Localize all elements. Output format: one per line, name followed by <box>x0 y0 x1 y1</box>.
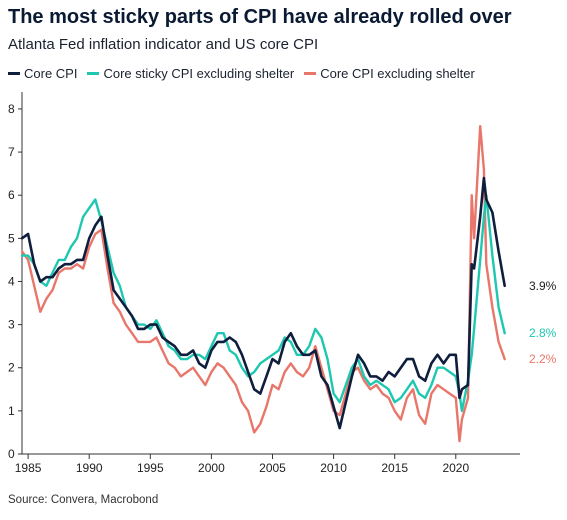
y-tick-label: 8 <box>8 102 15 116</box>
legend-item-core-ex-shelter: Core CPI excluding shelter <box>304 66 475 81</box>
legend-item-core-cpi: Core CPI <box>8 66 77 81</box>
x-tick-label: 2015 <box>381 461 408 475</box>
y-tick-label: 0 <box>8 447 15 461</box>
legend-label-core-ex-shelter: Core CPI excluding shelter <box>320 66 475 81</box>
source-note: Source: Convera, Macrobond <box>8 494 159 506</box>
y-tick-label: 3 <box>8 318 15 332</box>
y-tick-label: 7 <box>8 145 15 159</box>
x-tick-label: 1985 <box>15 461 42 475</box>
x-tick-label: 2000 <box>198 461 225 475</box>
x-tick-label: 2020 <box>442 461 469 475</box>
x-tick-label: 1990 <box>76 461 103 475</box>
legend-swatch-core-sticky-ex-shelter <box>87 72 100 75</box>
y-tick-label: 6 <box>8 188 15 202</box>
y-tick-label: 1 <box>8 404 15 418</box>
chart-title: The most sticky parts of CPI have alread… <box>8 6 512 28</box>
end-label-core-cpi: 3.9% <box>529 279 557 293</box>
legend-label-core-sticky-ex-shelter: Core sticky CPI excluding shelter <box>103 66 295 81</box>
chart-subtitle: Atlanta Fed inflation indicator and US c… <box>8 36 319 53</box>
y-tick-label: 5 <box>8 231 15 245</box>
x-tick-label: 1995 <box>137 461 164 475</box>
y-tick-label: 4 <box>8 274 15 288</box>
series-line-core-cpi <box>20 176 507 430</box>
end-label-core-sticky-ex-shelter: 2.8% <box>529 326 557 340</box>
legend-swatch-core-ex-shelter <box>304 72 317 75</box>
legend-swatch-core-cpi <box>8 72 20 75</box>
series-line-core-ex-shelter <box>20 124 506 443</box>
x-tick-label: 2010 <box>320 461 347 475</box>
chart-legend: Core CPI Core sticky CPI excluding shelt… <box>8 66 475 81</box>
legend-label-core-cpi: Core CPI <box>24 66 78 81</box>
x-tick-label: 2005 <box>259 461 286 475</box>
legend-item-core-sticky-ex-shelter: Core sticky CPI excluding shelter <box>87 66 294 81</box>
y-tick-label: 2 <box>8 361 15 375</box>
end-label-core-ex-shelter: 2.2% <box>529 352 557 366</box>
